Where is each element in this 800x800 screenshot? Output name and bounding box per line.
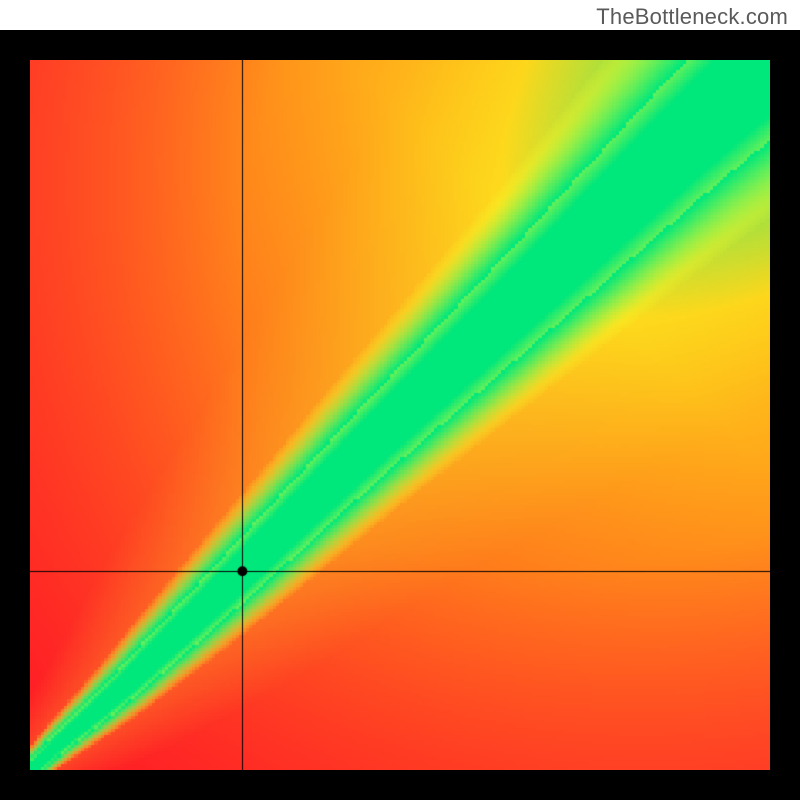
crosshair-overlay [30,60,770,770]
watermark-text: TheBottleneck.com [596,4,788,30]
